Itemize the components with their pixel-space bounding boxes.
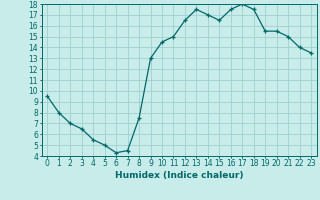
X-axis label: Humidex (Indice chaleur): Humidex (Indice chaleur) — [115, 171, 244, 180]
